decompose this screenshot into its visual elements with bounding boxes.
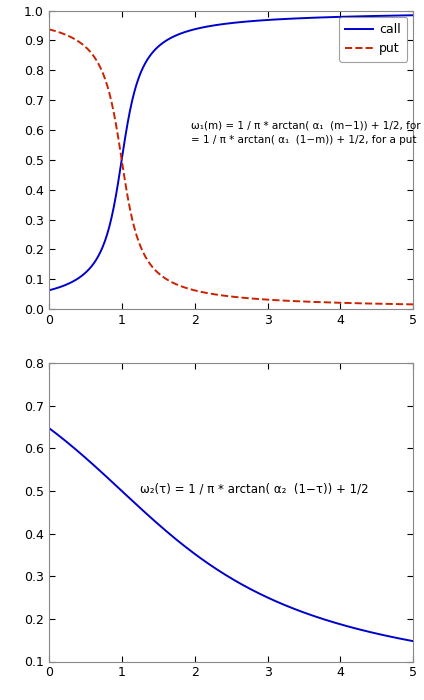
call bbox=[222, 20, 227, 28]
put bbox=[219, 291, 224, 300]
put bbox=[345, 299, 350, 307]
put bbox=[46, 25, 51, 34]
call bbox=[402, 11, 407, 20]
call bbox=[263, 16, 268, 25]
Legend: call, put: call, put bbox=[339, 17, 407, 62]
put bbox=[222, 291, 227, 300]
Text: ω₂(τ) = 1 / π * arctan( α₂  (1−τ)) + 1/2: ω₂(τ) = 1 / π * arctan( α₂ (1−τ)) + 1/2 bbox=[140, 482, 368, 496]
Text: ω₁(m) = 1 / π * arctan( α₁  (m−1)) + 1/2, for a call
= 1 / π * arctan( α₁  (1−m): ω₁(m) = 1 / π * arctan( α₁ (m−1)) + 1/2,… bbox=[191, 121, 424, 145]
call bbox=[243, 18, 248, 26]
call bbox=[345, 13, 350, 21]
call bbox=[219, 20, 224, 29]
call bbox=[411, 11, 416, 20]
put bbox=[263, 295, 268, 304]
put bbox=[411, 300, 416, 309]
Line: call: call bbox=[49, 15, 413, 290]
Line: put: put bbox=[49, 29, 413, 304]
put bbox=[402, 300, 407, 309]
put bbox=[243, 294, 248, 302]
call bbox=[46, 286, 51, 295]
